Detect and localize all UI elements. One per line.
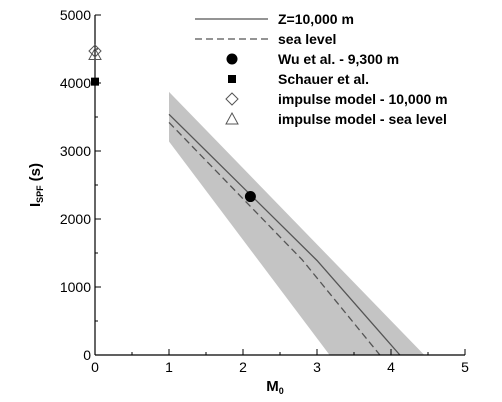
series-line-1 <box>168 113 401 356</box>
y-tick-label: 2000 <box>60 211 91 227</box>
axes: 0 1 2 3 4 5 0 1000 2000 3000 4000 5000 <box>60 7 469 375</box>
series-line-2 <box>168 121 381 356</box>
x-tick-label: 5 <box>461 359 469 375</box>
x-tick-label: 3 <box>313 359 321 375</box>
data-point-filled-square <box>91 77 99 86</box>
y-axis-title: ISPF (s) <box>27 163 45 207</box>
y-axis-label-unit: (s) <box>27 163 44 181</box>
legend: Z=10,000 m sea level Wu et al. - 9,300 m Sc… <box>195 11 448 127</box>
y-tick-label: 3000 <box>60 143 91 159</box>
data-points-layer <box>88 44 256 203</box>
legend-marker-open-diamond <box>225 92 239 106</box>
legend-label-open-triangle: impulse model - sea level <box>278 111 447 127</box>
legend-marker-open-triangle <box>225 111 239 125</box>
y-tick-label: 5000 <box>60 7 91 23</box>
legend-marker-filled-square <box>228 75 236 83</box>
x-axis-title: M0 <box>266 378 284 396</box>
legend-label-open-diamond: impulse model - 10,000 m <box>278 91 448 107</box>
legend-marker-filled-circle <box>226 53 238 65</box>
legend-label-series-1: Z=10,000 m <box>278 11 354 27</box>
y-axis-label-subscript: SPF <box>35 185 45 203</box>
uncertainty-band <box>169 91 425 355</box>
y-axis-label: I <box>27 203 44 207</box>
x-axis-label: M <box>266 378 279 395</box>
y-tick-label: 4000 <box>60 75 91 91</box>
data-point-open-diamond <box>88 44 102 58</box>
legend-label-filled-square: Schauer et al. <box>278 71 369 87</box>
axis-titles: M0 ISPF(s) <box>27 163 284 396</box>
uncertainty-band-layer <box>169 91 425 355</box>
data-point-open-triangle <box>88 47 102 60</box>
legend-label-filled-circle: Wu et al. - 9,300 m <box>278 51 399 67</box>
y-tick-label: 1000 <box>60 279 91 295</box>
legend-label-series-2: sea level <box>278 31 336 47</box>
data-point-filled-circle <box>244 191 256 203</box>
series-lines-layer <box>168 113 401 356</box>
x-tick-label: 0 <box>91 359 99 375</box>
x-tick-label: 2 <box>239 359 247 375</box>
x-tick-label: 4 <box>387 359 395 375</box>
x-axis-label-subscript: 0 <box>279 386 284 396</box>
x-tick-label: 1 <box>165 359 173 375</box>
y-tick-label: 0 <box>83 347 91 363</box>
